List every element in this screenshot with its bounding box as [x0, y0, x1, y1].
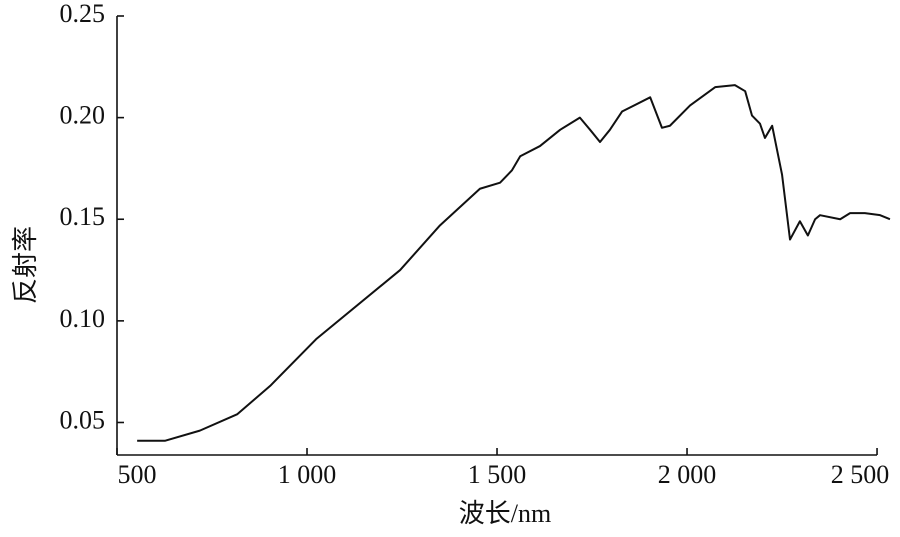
y-axis-label: 反射率: [11, 226, 40, 304]
y-tick-label: 0.15: [60, 202, 106, 231]
line-series: [137, 84, 891, 442]
x-tick-label: 2 000: [658, 460, 717, 489]
y-tick-label: 0.25: [60, 0, 106, 28]
x-tick-label: 1 000: [278, 460, 337, 489]
y-tick-label: 0.10: [60, 304, 106, 333]
y-tick-label: 0.05: [60, 405, 106, 434]
x-tick-label: 2 500: [831, 460, 890, 489]
x-tick-label: 1 500: [468, 460, 527, 489]
x-tick-label: 500: [118, 460, 157, 489]
y-tick-label: 0.20: [60, 101, 106, 130]
x-axis-label: 波长/nm: [459, 499, 551, 528]
